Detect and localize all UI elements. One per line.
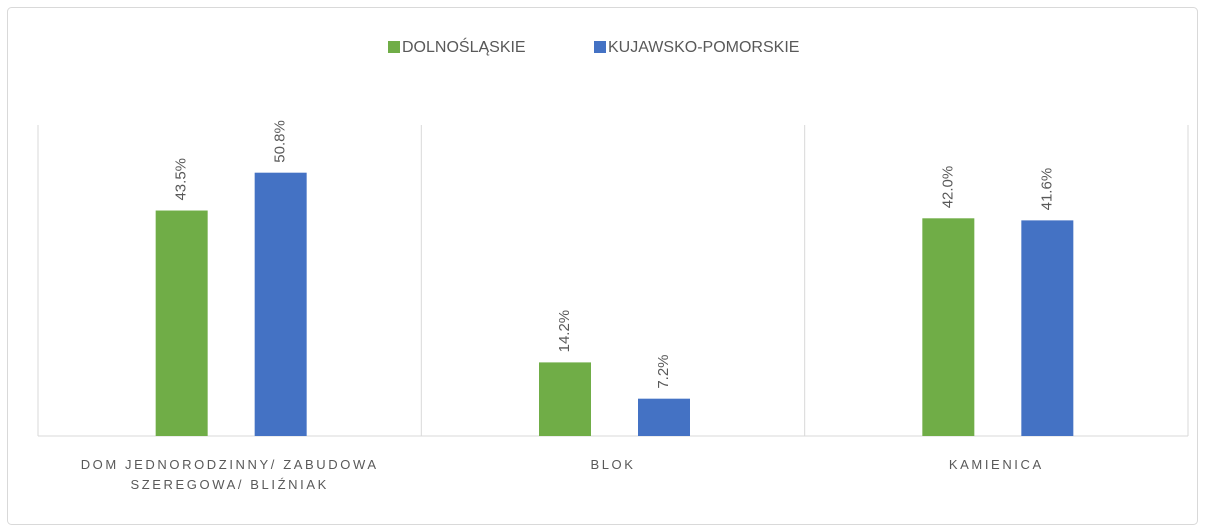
data-label: 7.2% [655, 354, 672, 388]
bar [539, 362, 591, 436]
data-label: 41.6% [1038, 168, 1055, 211]
bar [1021, 220, 1074, 436]
data-label: 42.0% [939, 166, 956, 209]
legend-label: DOLNOŚLĄSKIE [402, 37, 526, 56]
x-tick-label: DOM JEDNORODZINNY/ ZABUDOWA SZEREGOWA/ B… [80, 457, 379, 492]
data-label: 43.5% [173, 158, 190, 201]
bar [922, 218, 975, 436]
x-tick-label: BLOK [590, 457, 636, 472]
data-label: 14.2% [556, 310, 573, 353]
bar [155, 210, 208, 436]
bar [254, 172, 307, 437]
legend-swatch [594, 41, 606, 53]
x-tick-label: KAMIENICA [948, 457, 1044, 472]
bar [638, 398, 690, 436]
legend-label: KUJAWSKO-POMORSKIE [608, 39, 799, 56]
legend-swatch [388, 41, 400, 53]
data-label: 50.8% [272, 120, 289, 163]
